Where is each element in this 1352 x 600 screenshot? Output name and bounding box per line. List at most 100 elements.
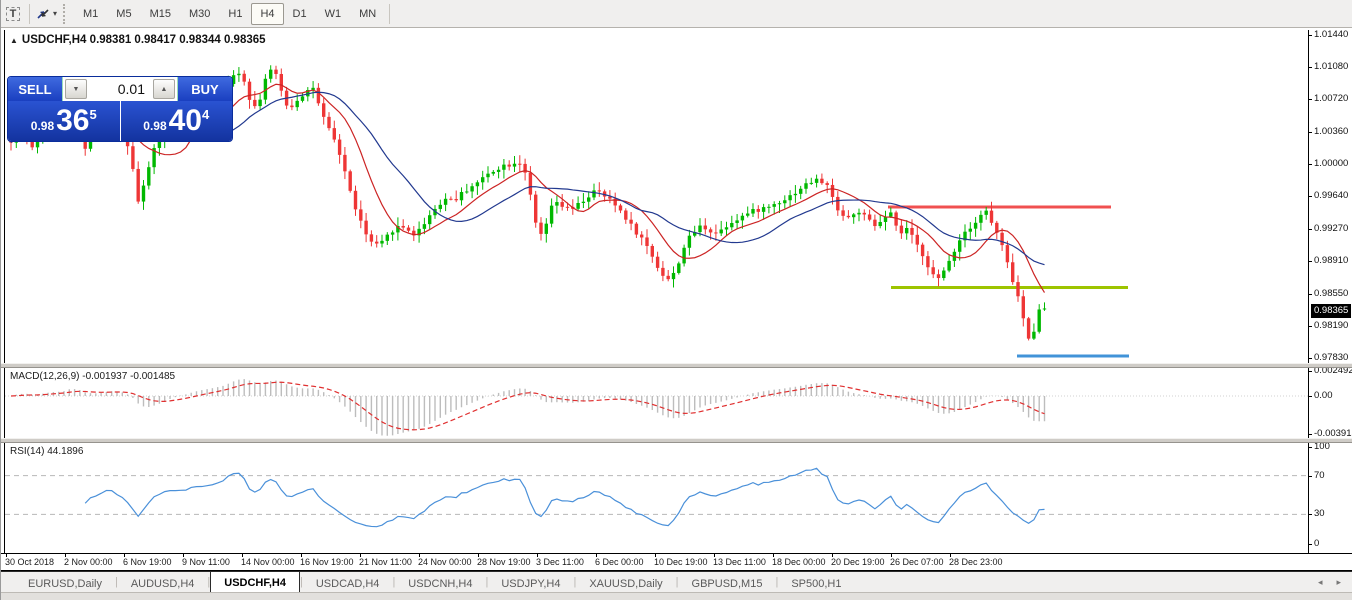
toolbar-separator (29, 3, 30, 24)
text-tool-icon: T (5, 6, 21, 21)
volume-increase-button[interactable]: ▲ (153, 79, 175, 99)
sell-price-main: 36 (56, 104, 90, 137)
timeframe-button-mn[interactable]: MN (359, 7, 377, 20)
chart-tab-usdcnh-h4[interactable]: USDCNH,H4 (408, 577, 473, 590)
rsi-line (84, 467, 1045, 528)
timeframe-button-w1[interactable]: W1 (324, 7, 342, 20)
tab-scroll-right-icon[interactable]: ▸ (1336, 577, 1341, 587)
axis-tick (1309, 35, 1312, 36)
sell-quote-button[interactable]: 0.98 36 5 (8, 101, 120, 141)
toolbar-separator (389, 3, 391, 24)
timeframe-button-m15[interactable]: M15 (149, 7, 171, 20)
sell-button[interactable]: SELL (8, 77, 62, 101)
time-axis-tick (183, 554, 184, 557)
axis-tick (1309, 99, 1312, 101)
chart-tab-eurusd-daily[interactable]: EURUSD,Daily (28, 577, 102, 590)
axis-tick (1309, 434, 1312, 436)
rsi-axis-label: 70 (1314, 469, 1325, 481)
price-axis-label: 1.00720 (1314, 93, 1349, 105)
time-axis-tick (655, 554, 656, 557)
time-axis-tick (242, 554, 243, 557)
time-axis-tick (832, 554, 833, 557)
chart-tab-xauusd-daily[interactable]: XAUUSD,Daily (589, 577, 663, 590)
buy-price-prefix: 0.98 (143, 119, 167, 133)
axis-tick (1309, 514, 1312, 516)
axis-tick (1309, 358, 1312, 359)
text-tool-button[interactable]: T (2, 3, 24, 25)
pane-resize-handle[interactable] (1, 363, 1352, 368)
time-axis-tick (596, 554, 597, 557)
tab-separator: | (207, 576, 211, 588)
volume-control: ▼ 0.01 ▲ (62, 77, 178, 101)
time-axis-label: 6 Nov 19:00 (123, 557, 172, 567)
timeframe-button-m30[interactable]: M30 (188, 7, 211, 20)
time-axis-label: 2 Nov 00:00 (64, 557, 113, 567)
rsi-axis-label: 30 (1314, 508, 1325, 520)
time-axis-tick (891, 554, 892, 557)
axis-tick (1309, 261, 1312, 263)
chart-border (4, 30, 5, 571)
chart-symbol-timeframe: USDCHF,H4 (21, 34, 87, 46)
macd-axis-label: 0.00 (1314, 390, 1333, 401)
sell-price-prefix: 0.98 (30, 119, 55, 133)
time-axis-tick (773, 554, 774, 557)
macd-axis-label: -0.003913 (1314, 428, 1352, 440)
axis-tick (1309, 131, 1312, 133)
current-price-tag: 0.98365 (1311, 304, 1352, 319)
timeframe-button-h1[interactable]: H1 (228, 7, 243, 20)
time-axis-tick (360, 554, 361, 557)
chart-tab-sp500-h1[interactable]: SP500,H1 (791, 577, 842, 590)
tab-separator: | (300, 576, 303, 588)
time-axis-tick (950, 554, 951, 557)
time-axis-tick (124, 554, 125, 557)
tab-scroll-left-icon[interactable]: ◂ (1317, 577, 1323, 587)
time-axis-label: 6 Dec 00:00 (595, 557, 644, 567)
time-axis-label: 3 Dec 11:00 (536, 557, 584, 567)
timeframe-button-h4[interactable]: H4 (251, 2, 284, 25)
price-axis-label: 1.01440 (1314, 29, 1349, 40)
price-axis[interactable]: 0.98365 1.01440 1.01080 1.00720 1.00360 1.00… (1308, 29, 1352, 553)
timeframe-button-d1[interactable]: D1 (292, 7, 307, 20)
macd-values: -0.001937 -0.001485 (82, 371, 176, 382)
chart-tab-usdjpy-h4[interactable]: USDJPY,H4 (501, 577, 561, 590)
tab-separator: | (485, 576, 489, 588)
volume-input[interactable]: 0.01 (117, 81, 145, 97)
time-axis-label: 28 Nov 19:00 (477, 557, 531, 567)
toolbar-grip[interactable] (63, 3, 69, 24)
chart-tab-audusd-h4[interactable]: AUDUSD,H4 (130, 577, 195, 590)
volume-decrease-button[interactable]: ▼ (65, 79, 87, 99)
price-axis-label: 0.97830 (1314, 352, 1349, 363)
chart-tab-usdchf-h4[interactable]: USDCHF,H4 (210, 571, 300, 593)
axis-tick (1309, 229, 1312, 231)
timeframe-button-group: M1 M5 M15 M30 H1 H4 D1 W1 MN (74, 2, 385, 25)
time-axis-label: 9 Nov 11:00 (182, 557, 230, 567)
price-axis-label: 0.99270 (1314, 223, 1349, 235)
macd-signal-line (10, 381, 1045, 431)
time-axis-label: 20 Dec 19:00 (831, 557, 885, 567)
time-axis-label: 13 Dec 11:00 (713, 557, 766, 567)
rsi-indicator-canvas[interactable] (5, 443, 1308, 553)
time-axis[interactable]: 30 Oct 2018 2 Nov 00:00 6 Nov 19:00 9 Nov 1… (1, 553, 1352, 572)
price-axis-label: 1.01080 (1314, 61, 1349, 73)
chart-tab-gbpusd-m15[interactable]: GBPUSD,M15 (691, 577, 763, 590)
chevron-down-icon: ▾ (53, 9, 58, 18)
rsi-axis-label: 0 (1314, 537, 1320, 549)
time-axis-tick (714, 554, 715, 557)
tab-separator: | (392, 576, 396, 588)
timeframe-button-m5[interactable]: M5 (116, 7, 132, 20)
buy-quote-button[interactable]: 0.98 40 4 (120, 101, 232, 141)
buy-button[interactable]: BUY (178, 77, 232, 101)
timeframe-button-m1[interactable]: M1 (83, 7, 99, 20)
time-axis-label: 28 Dec 23:00 (949, 557, 1003, 567)
tab-separator: | (775, 576, 779, 588)
one-click-trade-panel: SELL ▼ 0.01 ▲ BUY 0.98 36 5 0.98 40 4 (7, 76, 233, 142)
macd-label: MACD(12,26,9) -0.001937 -0.001485 (10, 371, 176, 382)
arrows-tool-button[interactable]: ▾ (35, 3, 57, 25)
arrows-tool-icon (37, 8, 49, 19)
toolbar: T ▾ M1 M5 M15 M30 H1 H4 D1 W1 MN (1, 0, 1352, 28)
pane-resize-handle[interactable] (1, 438, 1352, 443)
macd-indicator-canvas[interactable] (5, 368, 1308, 438)
chart-tab-usdcad-h4[interactable]: USDCAD,H4 (315, 577, 380, 590)
time-axis-tick (478, 554, 479, 557)
